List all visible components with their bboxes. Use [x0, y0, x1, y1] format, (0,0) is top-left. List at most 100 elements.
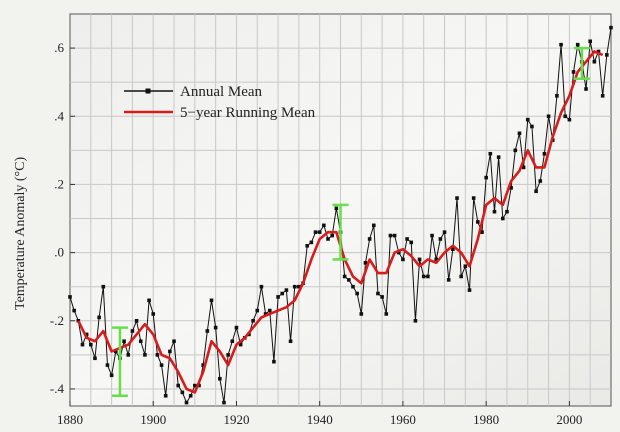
data-point-annual-mean: [588, 39, 592, 44]
data-point-annual-mean: [376, 291, 380, 296]
data-point-annual-mean: [80, 342, 85, 347]
data-point-annual-mean: [101, 284, 106, 289]
data-point-annual-mean: [213, 325, 218, 330]
axes: 1880 1900 1920 1940 1960 1980 2000 -.4 -.2 .0 .2 .4…: [50, 40, 582, 427]
x-tick-label: 1880: [57, 412, 83, 427]
data-point-annual-mean: [322, 223, 326, 228]
data-point-annual-mean: [134, 318, 139, 323]
data-point-annual-mean: [238, 342, 243, 347]
data-point-annual-mean: [138, 339, 143, 344]
data-point-annual-mean: [76, 318, 81, 323]
data-point-annual-mean: [567, 117, 572, 122]
data-point-annual-mean: [159, 363, 164, 367]
y-tick-label: .6: [54, 40, 64, 55]
data-point-annual-mean: [72, 308, 76, 313]
data-point-annual-mean: [426, 274, 430, 279]
data-point-annual-mean: [297, 284, 301, 289]
data-point-annual-mean: [401, 257, 405, 262]
data-point-annual-mean: [530, 124, 534, 129]
x-tick-label: 1920: [223, 412, 249, 427]
data-point-annual-mean: [113, 349, 118, 354]
data-point-annual-mean: [330, 233, 334, 238]
data-point-annual-mean: [517, 131, 522, 136]
data-point-annual-mean: [571, 70, 576, 74]
data-point-annual-mean: [251, 318, 255, 323]
data-point-annual-mean: [168, 349, 172, 354]
data-point-annual-mean: [605, 53, 609, 57]
data-point-annual-mean: [292, 284, 297, 289]
data-point-annual-mean: [105, 363, 110, 367]
data-point-annual-mean: [259, 284, 264, 289]
data-point-annual-mean: [496, 155, 501, 159]
data-point-annual-mean: [309, 240, 314, 245]
data-point-annual-mean: [188, 393, 193, 398]
data-series: [68, 25, 613, 405]
data-point-annual-mean: [484, 175, 488, 180]
data-point-annual-mean: [559, 42, 563, 47]
data-point-annual-mean: [347, 278, 351, 282]
data-point-annual-mean: [209, 298, 214, 303]
data-point-annual-mean: [405, 237, 409, 241]
data-point-annual-mean: [509, 186, 513, 190]
data-point-annual-mean: [480, 230, 484, 234]
data-point-annual-mean: [126, 353, 131, 357]
data-point-annual-mean: [455, 196, 459, 200]
data-point-annual-mean: [359, 312, 364, 316]
data-point-annual-mean: [263, 312, 268, 316]
data-point-annual-mean: [471, 196, 476, 200]
data-point-annual-mean: [459, 274, 463, 279]
data-point-annual-mean: [542, 151, 547, 156]
data-point-annual-mean: [446, 278, 451, 282]
uncertainty-bar: [332, 203, 349, 261]
data-point-annual-mean: [172, 339, 176, 344]
data-point-annual-mean: [421, 274, 426, 279]
data-point-annual-mean: [434, 257, 439, 262]
data-point-annual-mean: [371, 223, 376, 228]
data-point-annual-mean: [109, 373, 114, 378]
data-point-annual-mean: [334, 206, 339, 211]
data-point-annual-mean: [276, 295, 280, 299]
data-point-annual-mean: [326, 237, 330, 241]
data-point-annual-mean: [230, 339, 235, 344]
data-point-annual-mean: [392, 233, 397, 238]
data-point-annual-mean: [288, 339, 293, 344]
data-point-annual-mean: [342, 274, 347, 279]
data-point-annual-mean: [463, 264, 468, 269]
legend-marker-annual-mean: [145, 88, 151, 94]
data-point-annual-mean: [442, 230, 447, 234]
data-point-annual-mean: [525, 117, 530, 122]
data-point-annual-mean: [367, 237, 372, 241]
data-point-annual-mean: [68, 295, 72, 299]
data-point-annual-mean: [355, 291, 359, 296]
data-point-annual-mean: [384, 312, 389, 316]
data-point-annual-mean: [396, 250, 401, 255]
data-point-annual-mean: [176, 383, 180, 388]
data-point-annual-mean: [501, 216, 505, 221]
data-point-annual-mean: [255, 308, 260, 313]
data-point-annual-mean: [575, 42, 580, 47]
data-point-annual-mean: [476, 220, 480, 224]
data-point-annual-mean: [267, 308, 272, 313]
data-point-annual-mean: [430, 233, 434, 238]
data-point-annual-mean: [409, 240, 414, 245]
data-point-annual-mean: [234, 325, 239, 330]
x-tick-label: 1900: [140, 412, 166, 427]
y-tick-label: .0: [54, 245, 64, 260]
data-point-annual-mean: [592, 59, 597, 64]
data-point-annual-mean: [451, 247, 455, 251]
data-point-annual-mean: [184, 400, 189, 405]
data-point-annual-mean: [538, 179, 543, 183]
data-point-annual-mean: [226, 353, 230, 357]
data-point-annual-mean: [417, 257, 422, 262]
data-point-annual-mean: [89, 342, 93, 347]
data-point-annual-mean: [201, 363, 205, 367]
data-point-annual-mean: [488, 151, 493, 156]
data-point-annual-mean: [492, 209, 497, 214]
data-point-annual-mean: [218, 376, 222, 381]
data-point-annual-mean: [467, 288, 472, 292]
data-point-annual-mean: [521, 165, 526, 170]
data-point-annual-mean: [130, 329, 135, 333]
data-point-annual-mean: [555, 94, 559, 98]
x-tick-label: 2000: [556, 412, 582, 427]
